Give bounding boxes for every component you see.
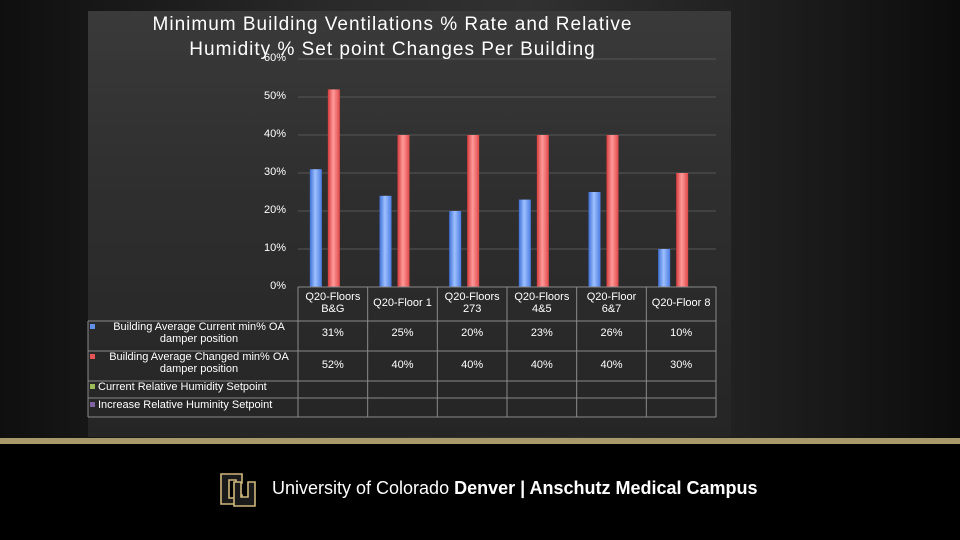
gold-band (0, 438, 960, 444)
data-table-lines (87, 286, 717, 418)
y-tick-label: 50% (263, 90, 286, 102)
x-category-label: Q20-Floor 8 (651, 297, 711, 309)
legend-entry: Current Relative Humidity Setpoint (90, 381, 300, 393)
y-tick-label: 20% (263, 204, 286, 216)
chart-title: Minimum Building Ventilations % Rate and… (152, 14, 633, 60)
legend-key-icon (90, 384, 95, 389)
bar-current (658, 249, 671, 287)
x-category-label: Q20-Floors B&G (305, 291, 361, 315)
bar-changed (467, 135, 480, 287)
data-label: 10% (670, 327, 693, 339)
legend-label: Building Average Changed min% OA damper … (109, 351, 289, 375)
data-label: 40% (530, 359, 553, 371)
y-tick-label: 40% (263, 128, 286, 140)
bar-current (588, 192, 601, 287)
gridlines (298, 58, 716, 288)
legend-key-icon (90, 324, 95, 329)
data-label: 31% (321, 327, 344, 339)
legend-label: Current Relative Humidity Setpoint (98, 381, 267, 393)
data-label: 26% (600, 327, 623, 339)
legend-entry: Building Average Current min% OA damper … (90, 321, 300, 345)
data-label: 20% (461, 327, 484, 339)
wordmark-regular: University of Colorado (272, 478, 450, 498)
legend-label: Increase Relative Huminity Setpoint (98, 399, 273, 411)
data-label: 23% (530, 327, 553, 339)
legend-label: Building Average Current min% OA damper … (113, 321, 285, 345)
bar-changed (327, 89, 340, 288)
bar-changed (606, 135, 619, 287)
x-category-label: Q20-Floor 6&7 (586, 291, 637, 315)
bar-current (379, 195, 392, 287)
university-wordmark: University of Colorado Denver | Anschutz… (272, 478, 758, 499)
x-category-label: Q20-Floors 273 (444, 291, 500, 315)
x-category-label: Q20-Floor 1 (373, 297, 432, 309)
legend-entry: Building Average Changed min% OA damper … (90, 351, 300, 375)
legend-key-icon (90, 354, 95, 359)
y-tick-label: 0% (270, 280, 286, 292)
data-label: 52% (321, 359, 344, 371)
legend-entry: Increase Relative Huminity Setpoint (90, 399, 300, 411)
data-label: 40% (600, 359, 623, 371)
bars (309, 89, 689, 288)
footer-bar (0, 444, 960, 540)
cu-logo-icon: CU (220, 473, 256, 507)
data-label: 40% (461, 359, 484, 371)
bar-changed (676, 173, 689, 287)
x-category-label: Q20-Floors 4&5 (514, 291, 570, 315)
bar-changed (397, 135, 410, 287)
bar-current (449, 211, 462, 287)
bar-current (518, 199, 531, 287)
wordmark-bold: Denver | Anschutz Medical Campus (454, 478, 758, 498)
bar-changed (536, 135, 549, 287)
y-tick-label: 30% (263, 166, 286, 178)
data-label: 30% (670, 359, 693, 371)
data-label: 25% (391, 327, 414, 339)
data-label: 40% (391, 359, 414, 371)
bar-current (309, 169, 322, 287)
legend-key-icon (90, 402, 95, 407)
y-tick-label: 10% (263, 242, 286, 254)
y-tick-label: 60% (263, 52, 286, 64)
